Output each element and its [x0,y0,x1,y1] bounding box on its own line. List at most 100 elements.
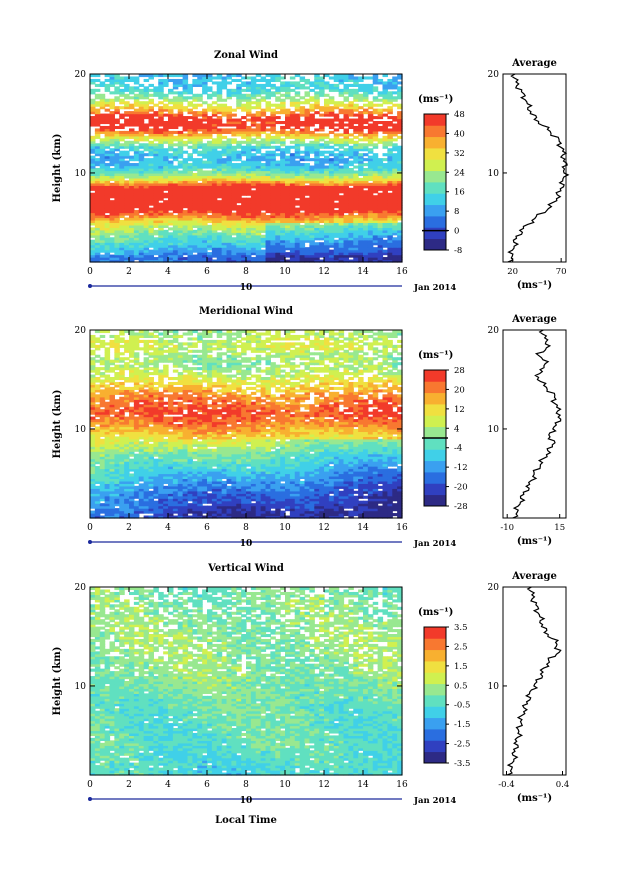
heatmap-cell [216,91,223,95]
heatmap-cell [338,244,345,248]
heatmap-cell [328,495,335,499]
heatmap-cell [246,158,252,162]
heatmap-cell [324,513,330,517]
heatmap-cell [289,160,296,164]
heatmap-cell [304,180,310,184]
heatmap-cell [367,130,374,134]
heatmap-cell [294,257,301,261]
heatmap-cell [285,163,291,167]
heatmap-cell [372,158,379,162]
heatmap-cell [133,76,140,80]
heatmap-cell [363,83,369,87]
heatmap-cell [367,515,374,519]
heatmap-cell [172,190,179,194]
heatmap-cell [138,101,145,105]
heatmap-cell [172,232,179,236]
heatmap-cell [153,217,159,221]
heatmap-cell [202,237,208,241]
heatmap-cell [319,249,325,253]
heatmap-cell [158,163,164,167]
heatmap-cell [304,490,310,494]
heatmap-cell [265,257,271,261]
heatmap-cell [207,205,213,209]
colorbar-swatch [424,125,446,138]
heatmap-cell [192,133,198,137]
heatmap-cell [104,254,111,258]
heatmap-cell [324,168,330,172]
heatmap-cell [372,187,379,191]
heatmap-cell [172,86,179,90]
heatmap-cell [202,153,208,157]
heatmap-cell [94,244,101,248]
heatmap-cell [343,249,349,253]
heatmap-cell [158,254,164,258]
heatmap-cell [104,140,111,144]
heatmap-cell [353,510,359,514]
heatmap-cell [148,490,154,494]
heatmap-cell [143,111,150,115]
heatmap-cell [148,148,154,152]
heatmap-cell [270,153,276,157]
heatmap-cell [397,513,403,517]
heatmap-cell [192,175,198,179]
heatmap-cell [260,207,267,211]
heatmap-cell [124,503,130,507]
heatmap-cell [328,108,335,112]
heatmap-cell [255,130,262,134]
heatmap-cell [377,168,384,172]
heatmap-cell [163,249,169,253]
heatmap-cell [114,259,120,263]
heatmap-cell [333,182,340,186]
heatmap-cell [397,165,403,169]
heatmap-cell [294,219,301,224]
heatmap-cell [348,182,354,186]
heatmap-cell [285,123,291,127]
heatmap-cell [241,215,247,219]
heatmap-cell [358,177,364,181]
heatmap-cell [153,125,159,130]
heatmap-cell [260,219,267,224]
heatmap-cell [328,98,335,102]
heatmap-cell [90,155,96,159]
heatmap-cell [197,135,203,139]
heatmap-cell [260,165,267,169]
heatmap-cell [382,490,388,494]
heatmap-cell [216,187,223,191]
heatmap-cell [99,98,106,102]
heatmap-cell [211,123,218,127]
heatmap-cell [255,513,262,517]
heatmap-cell [211,197,218,201]
heatmap-cell [241,180,247,184]
heatmap-cell [250,163,257,167]
heatmap-cell [133,180,140,184]
heatmap-cell [90,257,96,261]
heatmap-cell [372,74,379,78]
heatmap-cell [270,108,276,112]
heatmap-cell [314,234,320,238]
heatmap-cell [114,148,120,152]
heatmap-cell [163,121,169,125]
heatmap-cell [397,205,403,209]
heatmap-cell [138,500,145,504]
heatmap-cell [158,91,164,95]
heatmap-cell [260,202,267,206]
heatmap-cell [172,219,179,224]
heatmap-cell [168,222,174,226]
heatmap-cell [314,91,320,95]
heatmap-cell [343,123,349,127]
heatmap-cell [294,239,301,243]
heatmap-cell [338,247,345,251]
heatmap-cell [367,508,374,512]
heatmap-cell [221,503,228,507]
heatmap-cell [246,222,252,226]
heatmap-cell [250,155,257,159]
heatmap-cell [250,217,257,221]
heatmap-cell [197,177,203,181]
heatmap-cell [387,148,393,152]
heatmap-cell [319,513,325,517]
heatmap-cell [124,513,130,517]
heatmap-cell [338,200,345,204]
heatmap-cell [382,234,388,238]
heatmap-cell [353,78,359,83]
heatmap-cell [114,254,120,258]
